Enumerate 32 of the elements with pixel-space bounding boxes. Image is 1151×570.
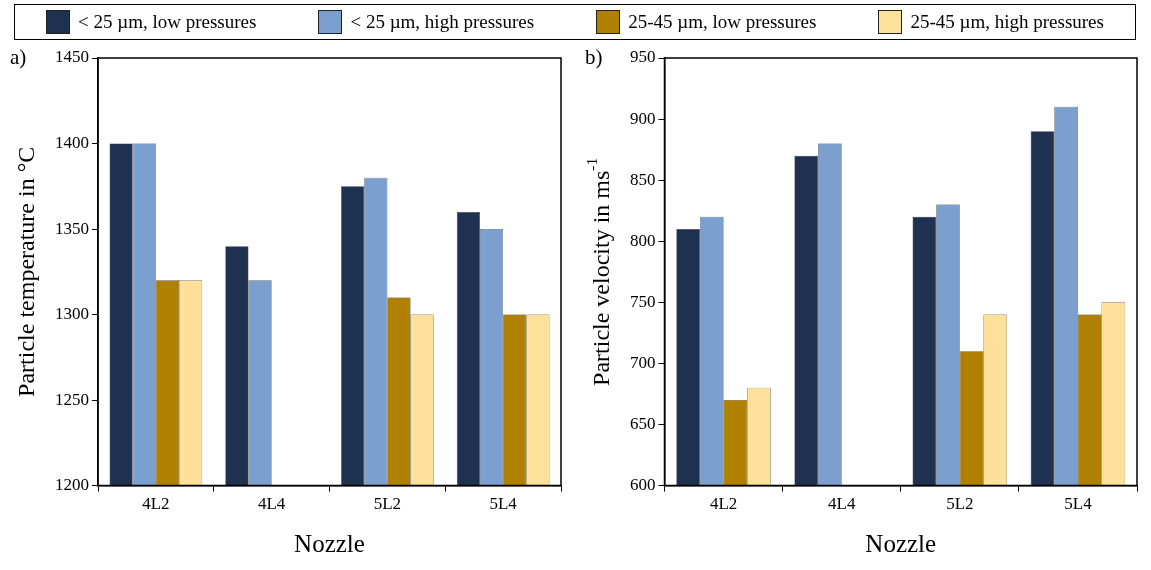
legend-label: 25-45 µm, low pressures [628,11,817,33]
x-tick-label: 5L4 [1064,494,1093,514]
x-tick-label: 4L4 [827,494,856,514]
chart-title: b) [585,44,603,69]
y-tick-label: 800 [630,230,656,250]
x-tick-label: 4L2 [709,494,738,514]
y-tick-label: 900 [630,108,656,128]
y-tick-label: 750 [630,291,656,311]
y-tick-label: 650 [630,413,656,433]
legend-label: < 25 µm, high pressures [350,11,535,33]
x-tick-label: 4L2 [142,494,170,514]
legend-label: < 25 µm, low pressures [78,11,257,33]
y-axis-title: Particle velocity in ms-1 [583,157,615,386]
chart-title: a) [10,44,27,69]
y-tick-label: 700 [630,352,656,372]
y-tick-label: 1450 [55,47,89,67]
y-tick-label: 1250 [55,389,89,409]
y-tick-label: 1400 [55,132,89,152]
y-tick-label: 850 [630,169,656,189]
x-tick-label: 4L4 [257,494,286,514]
y-tick-label: 1300 [55,304,89,324]
y-tick-label: 950 [630,47,656,67]
legend-label: 25-45 µm, high pressures [910,11,1104,33]
x-axis-title: Nozzle [865,529,937,557]
x-tick-label: 5L2 [373,494,402,514]
y-tick-label: 600 [630,475,656,495]
y-tick-label: 1350 [55,218,89,238]
x-tick-label: 5L2 [946,494,974,514]
x-axis-title: Nozzle [294,529,365,557]
x-tick-label: 5L4 [489,494,518,514]
y-axis-title: Particle temperature in °C [13,146,40,397]
y-tick-label: 1200 [55,475,89,495]
